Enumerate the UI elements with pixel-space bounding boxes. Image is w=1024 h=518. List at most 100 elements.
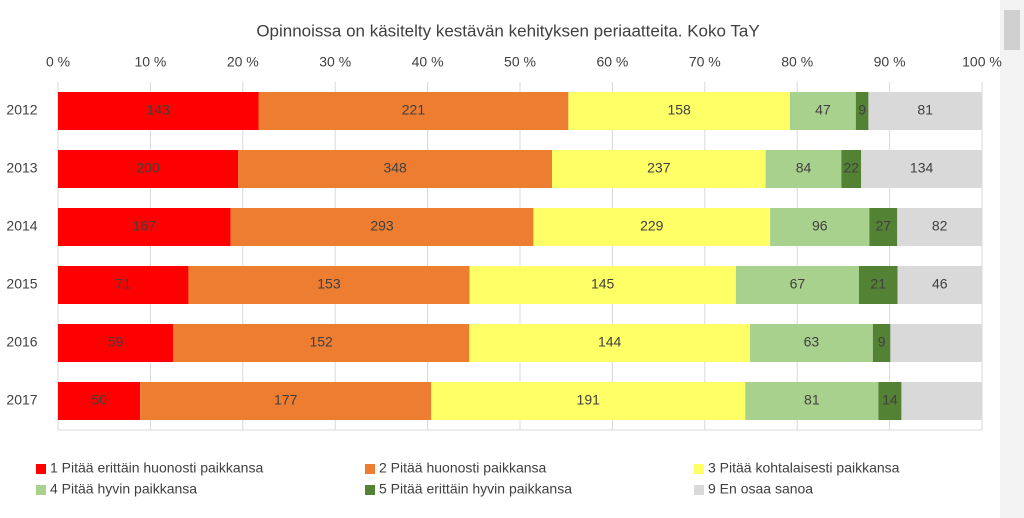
bar-segment bbox=[858, 266, 898, 304]
data-label: 221 bbox=[402, 102, 426, 118]
x-tick-label: 90 % bbox=[874, 54, 906, 70]
x-tick-label: 20 % bbox=[227, 54, 259, 70]
x-tick-label: 0 % bbox=[46, 54, 70, 70]
legend-swatch bbox=[694, 485, 704, 495]
bar-segment bbox=[258, 92, 569, 130]
legend-swatch bbox=[694, 464, 704, 474]
data-label: 144 bbox=[598, 334, 622, 350]
bar-segment bbox=[872, 324, 891, 362]
scroll-thumb[interactable] bbox=[1004, 10, 1020, 50]
data-label: 9 bbox=[858, 102, 866, 118]
bar-segment bbox=[230, 208, 534, 246]
data-label: 152 bbox=[309, 334, 333, 350]
x-tick-label: 70 % bbox=[689, 54, 721, 70]
data-label: 191 bbox=[577, 392, 601, 408]
legend-label: 5 Pitää erittäin hyvin paikkansa bbox=[379, 481, 572, 497]
legend-label: 2 Pitää huonosti paikkansa bbox=[379, 460, 547, 476]
data-label: 200 bbox=[136, 160, 160, 176]
bar-segment bbox=[735, 266, 859, 304]
data-label: 71 bbox=[115, 276, 131, 292]
x-tick-label: 80 % bbox=[781, 54, 813, 70]
bar-segment bbox=[238, 150, 553, 188]
bar-segment bbox=[861, 150, 982, 188]
data-label: 82 bbox=[932, 218, 948, 234]
data-label: 134 bbox=[910, 160, 934, 176]
legend-label: 4 Pitää hyvin paikkansa bbox=[50, 481, 197, 497]
data-label: 9 bbox=[878, 334, 886, 350]
x-tick-label: 60 % bbox=[596, 54, 628, 70]
data-label: 27 bbox=[876, 218, 892, 234]
bar-segment bbox=[58, 382, 141, 420]
data-label: 348 bbox=[383, 160, 407, 176]
x-tick-label: 100 % bbox=[962, 54, 1002, 70]
x-tick-label: 40 % bbox=[412, 54, 444, 70]
legend-label: 9 En osaa sanoa bbox=[708, 481, 813, 497]
bar-segment bbox=[770, 208, 870, 246]
data-label: 81 bbox=[917, 102, 933, 118]
bar-segment bbox=[552, 150, 766, 188]
data-label: 22 bbox=[843, 160, 859, 176]
legend-swatch bbox=[365, 464, 375, 474]
bar-segment bbox=[568, 92, 790, 130]
data-label: 293 bbox=[370, 218, 394, 234]
y-tick-label: 2016 bbox=[6, 334, 37, 350]
data-label: 67 bbox=[790, 276, 806, 292]
bar-segment bbox=[469, 324, 751, 362]
bar-segment bbox=[901, 382, 982, 420]
bar-segment bbox=[868, 92, 982, 130]
bar-segment bbox=[58, 150, 239, 188]
bar-segment bbox=[188, 266, 470, 304]
data-label: 50 bbox=[91, 392, 107, 408]
bar-segment bbox=[469, 266, 736, 304]
bar-segment bbox=[897, 266, 982, 304]
data-label: 63 bbox=[804, 334, 820, 350]
bar-segment bbox=[58, 324, 174, 362]
x-tick-label: 10 % bbox=[134, 54, 166, 70]
data-label: 167 bbox=[133, 218, 157, 234]
data-label: 229 bbox=[640, 218, 664, 234]
legend-swatch bbox=[36, 485, 46, 495]
data-label: 158 bbox=[667, 102, 691, 118]
bar-segment bbox=[765, 150, 842, 188]
bar-segment bbox=[140, 382, 432, 420]
bar-segment bbox=[841, 150, 862, 188]
legend-swatch bbox=[36, 464, 46, 474]
bar-segment bbox=[750, 324, 873, 362]
bar-segment bbox=[58, 266, 189, 304]
y-tick-label: 2012 bbox=[6, 102, 37, 118]
data-label: 153 bbox=[317, 276, 341, 292]
data-label: 47 bbox=[815, 102, 831, 118]
bar-segment bbox=[897, 208, 982, 246]
data-label: 46 bbox=[932, 276, 948, 292]
legend-label: 3 Pitää kohtalaisesti paikkansa bbox=[708, 460, 900, 476]
bar-segment bbox=[890, 324, 982, 362]
y-tick-label: 2015 bbox=[6, 276, 37, 292]
data-label: 81 bbox=[804, 392, 820, 408]
data-label: 145 bbox=[591, 276, 615, 292]
bar-segment bbox=[58, 92, 259, 130]
bar-segment bbox=[173, 324, 470, 362]
data-label: 177 bbox=[274, 392, 298, 408]
x-tick-label: 50 % bbox=[504, 54, 536, 70]
bar-segment bbox=[745, 382, 879, 420]
data-label: 84 bbox=[796, 160, 812, 176]
legend-label: 1 Pitää erittäin huonosti paikkansa bbox=[50, 460, 263, 476]
data-label: 14 bbox=[882, 392, 898, 408]
data-label: 237 bbox=[647, 160, 671, 176]
bar-segment bbox=[431, 382, 746, 420]
y-tick-label: 2017 bbox=[6, 392, 37, 408]
bar-segment bbox=[58, 208, 231, 246]
bar-segment bbox=[533, 208, 771, 246]
chart-title: Opinnoissa on käsitelty kestävän kehityk… bbox=[256, 21, 759, 40]
data-label: 96 bbox=[812, 218, 828, 234]
bar-segment bbox=[789, 92, 856, 130]
data-label: 143 bbox=[147, 102, 171, 118]
scrollbar[interactable] bbox=[1000, 0, 1024, 518]
legend-swatch bbox=[365, 485, 375, 495]
y-tick-label: 2013 bbox=[6, 160, 37, 176]
bar-segment bbox=[878, 382, 902, 420]
x-tick-label: 30 % bbox=[319, 54, 351, 70]
data-label: 21 bbox=[870, 276, 886, 292]
data-label: 59 bbox=[108, 334, 124, 350]
